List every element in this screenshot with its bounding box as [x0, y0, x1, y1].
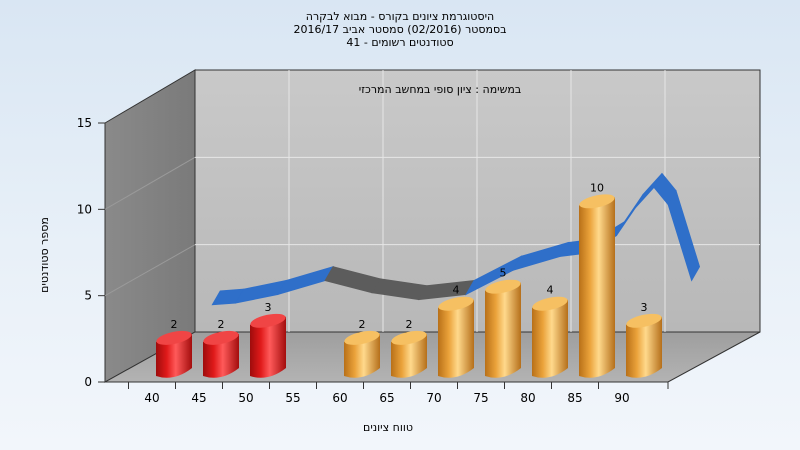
x-tick-label: 75	[473, 391, 488, 405]
bar-top	[391, 330, 427, 345]
bar-value-label: 3	[265, 301, 272, 314]
bar-body	[391, 333, 427, 378]
trend-segment	[667, 189, 701, 282]
bar-body	[579, 197, 615, 378]
bar	[532, 296, 568, 378]
bar-body	[438, 299, 474, 378]
bar-value-label: 5	[500, 267, 507, 280]
bar	[156, 330, 192, 378]
bar-body	[250, 316, 286, 378]
labels: 2 2 3 2 2 4 5 4 10 3	[171, 181, 648, 331]
bar-body	[485, 282, 521, 378]
chart-title-line2: בסמסטר (02/2016) סמסטר אביב 2016/17	[293, 23, 507, 36]
x-tick-label: 90	[614, 391, 629, 405]
x-tick-label: 85	[567, 391, 582, 405]
bar-value-label: 2	[359, 318, 366, 331]
y-axis-title: מספר סטודנטים	[38, 217, 51, 293]
y-tick-label: 0	[84, 375, 92, 389]
y-tick-label: 10	[77, 202, 92, 216]
bar	[626, 313, 662, 378]
trend-ribbon	[211, 172, 701, 306]
chart-title: היסטוגרמת ציונים בקורס - מבוא לבקרה בסמס…	[0, 10, 800, 49]
bar-value-label: 4	[453, 284, 460, 297]
bar-value-label: 2	[218, 318, 225, 331]
x-tick-label: 40	[144, 391, 159, 405]
bar	[203, 330, 239, 378]
bar-top	[626, 313, 662, 328]
bar	[391, 330, 427, 378]
bar-top	[250, 313, 286, 328]
x-tick-label: 65	[379, 391, 394, 405]
bar-value-label: 10	[590, 181, 604, 194]
bar	[344, 330, 380, 378]
bar-value-label: 4	[547, 284, 554, 297]
bar-value-label: 3	[641, 301, 648, 314]
bar-body	[344, 333, 380, 378]
chart-title-line1: היסטוגרמת ציונים בקורס - מבוא לבקרה	[305, 10, 495, 23]
bar	[485, 279, 521, 378]
grid-line-wall	[104, 244, 196, 297]
bar-value-label: 2	[171, 318, 178, 331]
bar-top	[438, 296, 474, 311]
bar	[438, 296, 474, 378]
chart-title-line3: סטודנטים רשומים - 41	[346, 36, 454, 49]
x-tick-label: 60	[332, 391, 347, 405]
grid-line-wall	[104, 156, 196, 210]
bar-body	[203, 333, 239, 378]
bar-value-label: 2	[406, 318, 413, 331]
bar-body	[626, 316, 662, 378]
bar-top	[203, 330, 239, 345]
bars	[156, 194, 662, 378]
bar	[250, 313, 286, 378]
x-tick-label: 50	[238, 391, 253, 405]
x-tick-label: 45	[191, 391, 206, 405]
x-axis-title: טווח ציונים	[363, 421, 413, 434]
bar	[579, 194, 615, 378]
y-tick-label: 5	[84, 289, 92, 303]
bar-body	[532, 299, 568, 378]
bar-top	[579, 194, 615, 209]
bar-top	[532, 296, 568, 311]
x-tick-label: 70	[426, 391, 441, 405]
bar-top	[344, 330, 380, 345]
bar-top	[156, 330, 192, 345]
chart-subtitle: במשימה : ציון סופי במחשב המרכזי	[359, 83, 522, 96]
bar-body	[156, 333, 192, 378]
y-tick-label: 15	[77, 116, 92, 130]
x-tick-label: 80	[520, 391, 535, 405]
x-tick-label: 55	[285, 391, 300, 405]
bar-top	[485, 279, 521, 294]
